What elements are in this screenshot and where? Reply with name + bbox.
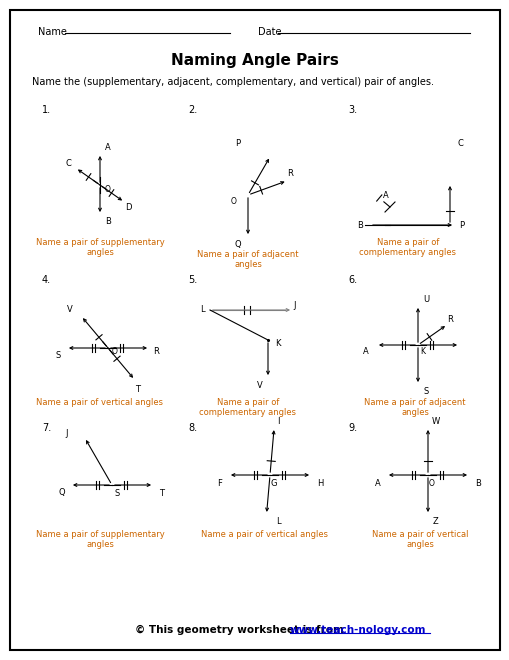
Text: P: P bbox=[235, 139, 240, 147]
Text: 8.: 8. bbox=[188, 423, 197, 433]
Text: J: J bbox=[66, 428, 68, 438]
Text: © This geometry worksheet is from: © This geometry worksheet is from bbox=[135, 625, 347, 635]
Text: I: I bbox=[276, 416, 279, 426]
Text: K: K bbox=[420, 346, 425, 356]
Text: S: S bbox=[114, 488, 120, 498]
Text: V: V bbox=[67, 306, 73, 315]
Text: Name a pair of vertical angles: Name a pair of vertical angles bbox=[37, 398, 163, 407]
Text: A: A bbox=[382, 191, 388, 199]
Text: Name: Name bbox=[38, 27, 67, 37]
Text: S: S bbox=[422, 387, 428, 395]
Text: Z: Z bbox=[432, 517, 438, 525]
Text: K: K bbox=[275, 339, 280, 348]
Text: 9.: 9. bbox=[347, 423, 356, 433]
Text: 3.: 3. bbox=[347, 105, 356, 115]
Text: O: O bbox=[231, 197, 237, 205]
Text: R: R bbox=[446, 315, 452, 323]
Text: T: T bbox=[159, 488, 164, 498]
Text: 7.: 7. bbox=[42, 423, 51, 433]
Text: A: A bbox=[105, 143, 110, 152]
Text: Naming Angle Pairs: Naming Angle Pairs bbox=[171, 53, 338, 67]
Text: A: A bbox=[375, 478, 380, 488]
Text: L: L bbox=[200, 306, 204, 315]
Text: 6.: 6. bbox=[347, 275, 356, 285]
Text: G: G bbox=[270, 478, 277, 488]
Text: O: O bbox=[105, 185, 111, 193]
Text: C: C bbox=[65, 158, 71, 168]
Text: W: W bbox=[431, 416, 439, 426]
Text: S: S bbox=[55, 352, 61, 360]
Text: R: R bbox=[287, 168, 292, 178]
Text: L: L bbox=[275, 517, 280, 525]
Text: Name a pair of vertical
angles: Name a pair of vertical angles bbox=[371, 530, 467, 549]
Text: 5.: 5. bbox=[188, 275, 197, 285]
Text: T: T bbox=[135, 385, 140, 395]
Text: Name a pair of vertical angles: Name a pair of vertical angles bbox=[201, 530, 328, 539]
Text: B: B bbox=[356, 220, 362, 230]
Text: V: V bbox=[257, 381, 262, 391]
Text: Q: Q bbox=[59, 488, 65, 498]
Text: P: P bbox=[459, 220, 464, 230]
Text: 1.: 1. bbox=[42, 105, 51, 115]
Text: C: C bbox=[456, 139, 462, 147]
Text: O: O bbox=[112, 348, 118, 356]
Text: B: B bbox=[474, 478, 480, 488]
Text: J: J bbox=[293, 302, 296, 310]
Text: O: O bbox=[428, 478, 434, 488]
Text: 2.: 2. bbox=[188, 105, 197, 115]
Text: 4.: 4. bbox=[42, 275, 51, 285]
Text: B: B bbox=[105, 216, 111, 226]
Text: F: F bbox=[217, 478, 222, 488]
Text: Name a pair of adjacent
angles: Name a pair of adjacent angles bbox=[363, 398, 465, 417]
Text: Name a pair of
complementary angles: Name a pair of complementary angles bbox=[359, 238, 456, 257]
Text: Name a pair of adjacent
angles: Name a pair of adjacent angles bbox=[197, 250, 298, 269]
Text: A: A bbox=[362, 348, 368, 356]
Text: D: D bbox=[125, 203, 131, 211]
Text: Name the (supplementary, adjacent, complementary, and vertical) pair of angles.: Name the (supplementary, adjacent, compl… bbox=[32, 77, 433, 87]
Text: Name a pair of supplementary
angles: Name a pair of supplementary angles bbox=[36, 530, 164, 549]
Text: Name a pair of supplementary
angles: Name a pair of supplementary angles bbox=[36, 238, 164, 257]
Text: U: U bbox=[422, 294, 428, 304]
Text: Date: Date bbox=[258, 27, 281, 37]
Text: www.teach-nology.com: www.teach-nology.com bbox=[290, 625, 426, 635]
Text: H: H bbox=[316, 478, 323, 488]
Text: R: R bbox=[153, 348, 159, 356]
Text: Q: Q bbox=[234, 240, 241, 249]
Text: Name a pair of
complementary angles: Name a pair of complementary angles bbox=[199, 398, 296, 417]
